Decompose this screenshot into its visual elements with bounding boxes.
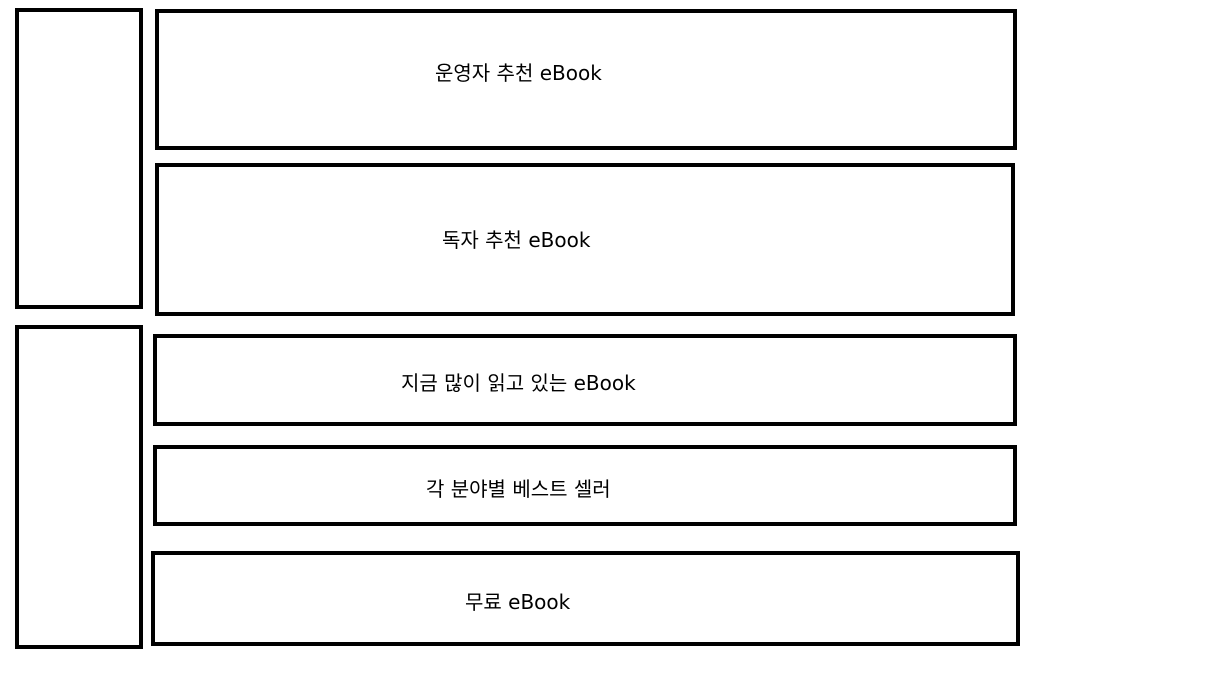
left-sidebar-panel-top [15,8,143,309]
section-free[interactable]: 무료 eBook [151,551,1020,646]
section-popular-now[interactable]: 지금 많이 읽고 있는 eBook [153,334,1017,426]
section-operator-recommended[interactable]: 운영자 추천 eBook [155,9,1017,150]
section-bestseller-by-category[interactable]: 각 분야별 베스트 셀러 [153,445,1017,526]
section-reader-recommended[interactable]: 독자 추천 eBook [155,163,1015,316]
section-label-reader-recommended: 독자 추천 eBook [442,228,591,252]
section-label-operator-recommended: 운영자 추천 eBook [435,61,602,85]
section-label-bestseller-by-category: 각 분야별 베스트 셀러 [426,477,611,501]
section-label-free: 무료 eBook [465,590,571,614]
section-label-popular-now: 지금 많이 읽고 있는 eBook [401,371,636,395]
left-sidebar-panel-bottom [15,325,143,649]
